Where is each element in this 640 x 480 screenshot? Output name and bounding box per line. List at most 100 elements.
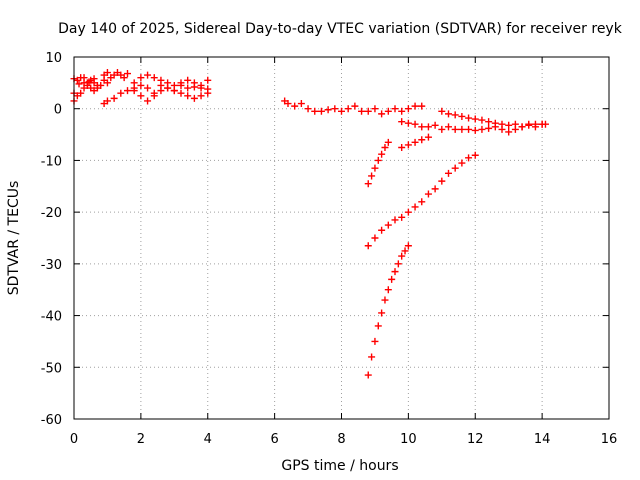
data-point bbox=[398, 213, 406, 221]
data-point bbox=[431, 121, 439, 129]
data-point bbox=[404, 141, 412, 149]
data-point bbox=[204, 89, 212, 97]
data-point bbox=[411, 102, 419, 110]
data-point bbox=[424, 190, 432, 198]
data-point bbox=[498, 125, 506, 133]
y-tick-label: -10 bbox=[41, 154, 62, 169]
data-point bbox=[368, 353, 376, 361]
data-point bbox=[77, 89, 85, 97]
data-point bbox=[124, 70, 131, 78]
data-point bbox=[418, 123, 426, 131]
data-point bbox=[511, 125, 519, 133]
data-point bbox=[471, 115, 479, 123]
data-point bbox=[164, 84, 172, 92]
data-points bbox=[70, 69, 549, 379]
x-tick-label: 14 bbox=[534, 432, 551, 447]
data-point bbox=[324, 106, 332, 114]
grid bbox=[74, 57, 609, 419]
data-point bbox=[157, 76, 165, 84]
data-point bbox=[374, 156, 382, 164]
data-point bbox=[465, 125, 473, 133]
data-point bbox=[75, 80, 83, 88]
data-point bbox=[431, 185, 439, 193]
data-point bbox=[124, 87, 131, 95]
x-tick-label: 0 bbox=[70, 432, 78, 447]
data-point bbox=[381, 296, 389, 304]
data-point bbox=[445, 169, 452, 177]
x-tick-label: 4 bbox=[204, 432, 212, 447]
data-point bbox=[358, 107, 366, 115]
data-point bbox=[144, 97, 152, 105]
chart-title: Day 140 of 2025, Sidereal Day-to-day VTE… bbox=[58, 21, 623, 37]
data-point bbox=[518, 123, 526, 131]
y-axis-label: SDTVAR / TECUs bbox=[6, 181, 22, 296]
data-point bbox=[445, 123, 452, 131]
axis-ticks: 0 2 4 6 8 10 12 14 16 -60 -50 -40 -30 -20 -10 0 10 bbox=[41, 51, 618, 447]
data-point bbox=[378, 150, 386, 158]
data-point bbox=[378, 226, 386, 234]
data-point bbox=[371, 164, 379, 172]
data-point bbox=[304, 105, 312, 113]
data-point bbox=[378, 309, 386, 317]
data-point bbox=[284, 100, 292, 108]
data-point bbox=[110, 94, 118, 102]
data-point bbox=[144, 71, 152, 79]
data-point bbox=[364, 242, 372, 250]
data-point bbox=[525, 120, 533, 128]
data-point bbox=[418, 136, 426, 144]
x-tick-label: 12 bbox=[467, 432, 484, 447]
data-point bbox=[401, 247, 409, 255]
data-point bbox=[344, 105, 352, 113]
data-point bbox=[404, 119, 412, 127]
data-point bbox=[150, 92, 158, 100]
data-point bbox=[465, 154, 473, 162]
data-point bbox=[80, 84, 88, 92]
data-point bbox=[90, 87, 98, 95]
data-point bbox=[117, 89, 125, 97]
data-point bbox=[130, 87, 138, 95]
data-point bbox=[368, 172, 376, 180]
data-point bbox=[311, 107, 319, 115]
data-point bbox=[505, 121, 513, 129]
y-tick-label: 0 bbox=[54, 103, 62, 118]
data-point bbox=[291, 102, 299, 110]
data-point bbox=[404, 105, 412, 113]
x-tick-label: 8 bbox=[337, 432, 345, 447]
data-point bbox=[451, 164, 459, 172]
data-point bbox=[371, 337, 379, 345]
data-point bbox=[398, 118, 406, 126]
data-point bbox=[80, 74, 88, 82]
data-point bbox=[538, 120, 546, 128]
data-point bbox=[505, 128, 513, 136]
data-point bbox=[391, 216, 399, 224]
data-point bbox=[491, 123, 499, 131]
data-point bbox=[103, 69, 111, 77]
data-point bbox=[384, 286, 392, 294]
y-tick-label: -40 bbox=[41, 310, 62, 325]
data-point bbox=[93, 81, 101, 89]
y-tick-label: -60 bbox=[41, 413, 62, 428]
data-point bbox=[404, 208, 412, 216]
data-point bbox=[485, 118, 493, 126]
data-point bbox=[451, 111, 459, 119]
data-point bbox=[184, 76, 192, 84]
data-point bbox=[438, 177, 446, 185]
data-point bbox=[150, 74, 158, 82]
data-point bbox=[398, 252, 406, 260]
data-point bbox=[391, 105, 399, 113]
data-point bbox=[388, 275, 396, 283]
data-point bbox=[445, 110, 452, 118]
data-point bbox=[378, 110, 386, 118]
data-point bbox=[398, 107, 406, 115]
x-tick-label: 10 bbox=[400, 432, 417, 447]
x-tick-label: 6 bbox=[270, 432, 278, 447]
data-point bbox=[458, 159, 466, 167]
data-point bbox=[404, 242, 412, 250]
data-point bbox=[418, 198, 426, 206]
x-tick-label: 2 bbox=[137, 432, 145, 447]
data-point bbox=[411, 203, 419, 211]
x-tick-label: 16 bbox=[601, 432, 618, 447]
data-point bbox=[177, 79, 185, 87]
data-point bbox=[531, 123, 539, 131]
data-point bbox=[317, 107, 325, 115]
